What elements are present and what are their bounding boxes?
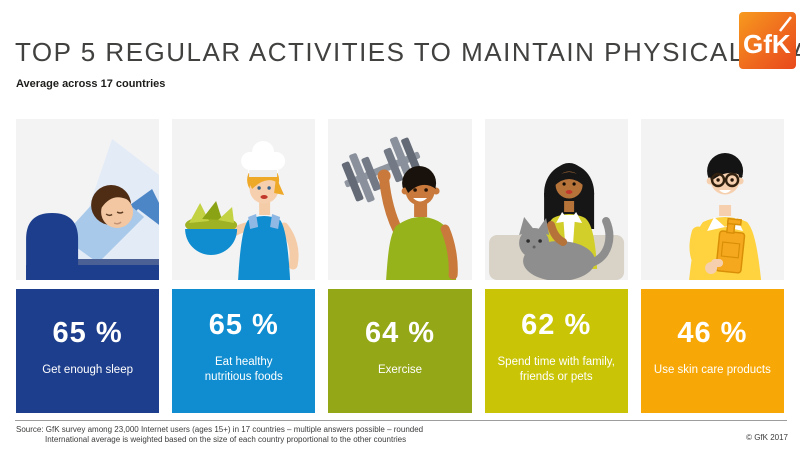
page-title: TOP 5 REGULAR ACTIVITIES TO MAINTAIN PHY… [15, 37, 800, 67]
page-subtitle: Average across 17 countries [16, 78, 166, 90]
skin-care-illustration-icon [688, 153, 761, 280]
illustration-panel-sleep [16, 119, 160, 280]
family-pets-illustration-icon [488, 163, 624, 280]
illustration-panel-family-pets [484, 119, 628, 280]
copyright: © GfK 2017 [746, 433, 788, 442]
stat-label: Exercise [377, 363, 423, 376]
illustration-panel-exercise [328, 119, 472, 280]
stat-cards-row: 65 % Get enough sleep 65 % Eat healthy n… [16, 289, 784, 413]
chef-hat-icon [241, 141, 286, 177]
stat-card-sleep: 65 % Get enough sleep [16, 289, 160, 413]
source-line-1: Source: GfK survey among 23,000 Internet… [16, 425, 424, 434]
source-note: Source: GfK survey among 23,000 Internet… [16, 425, 423, 445]
gfk-logo: GfK [739, 12, 796, 69]
stat-percent: 64 % [364, 316, 436, 349]
logo-slash-icon [779, 16, 792, 32]
stat-card-healthy-food: 65 % Eat healthy nutritious foods [172, 289, 316, 413]
stat-percent: 46 % [677, 316, 748, 349]
healthy-food-illustration-icon [185, 141, 299, 280]
gfk-logo-icon: GfK [743, 16, 792, 59]
illustration-panel-healthy-food [172, 119, 316, 280]
stat-percent: 65 % [208, 309, 279, 342]
stat-card-skin-care: 46 % Use skin care products [640, 289, 784, 413]
illustration-panels-row [16, 119, 784, 280]
source-line-2: International average is weighted based … [45, 435, 407, 444]
logo-text: GfK [743, 29, 791, 59]
stat-label: Use skin care products [653, 363, 771, 376]
stat-label: Spend time with family, friends or pets [497, 356, 615, 383]
glasses-icon [710, 172, 740, 188]
person-sleeping-icon [26, 139, 160, 280]
dumbbell-icon [342, 136, 424, 203]
stat-percent: 62 % [521, 309, 592, 342]
stat-card-exercise: 64 % Exercise [328, 289, 472, 413]
cat-icon [518, 217, 613, 280]
lotion-bottle-icon [715, 217, 746, 274]
stat-label: Get enough sleep [42, 363, 133, 376]
illustration-panel-skin-care [640, 119, 784, 280]
stat-label: Eat healthy nutritious foods [204, 356, 283, 383]
stat-percent: 65 % [52, 316, 123, 349]
footer-divider [15, 420, 787, 421]
stat-card-family-pets: 62 % Spend time with family, friends or … [484, 289, 628, 413]
exercise-illustration-icon [342, 136, 459, 280]
